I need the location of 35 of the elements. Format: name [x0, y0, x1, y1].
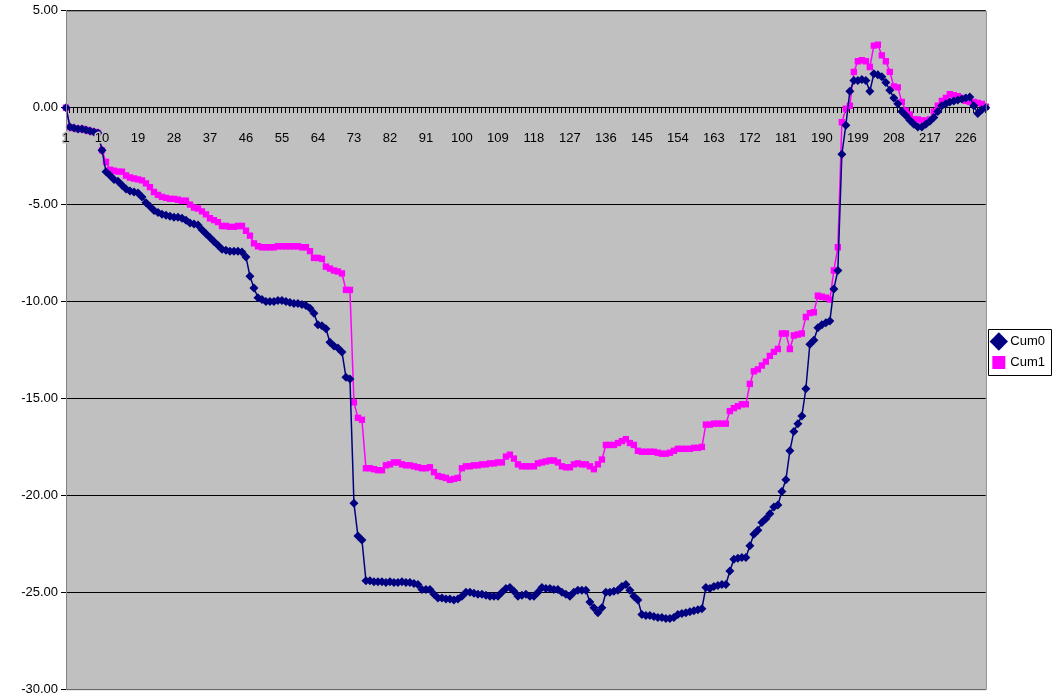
x-tick-label: 217 [918, 129, 941, 145]
x-tick-label: 73 [346, 129, 362, 145]
x-tick-label: 190 [811, 129, 833, 145]
x-tick-label: 64 [310, 129, 326, 145]
y-tick-label: -5.00 [28, 196, 58, 212]
y-tick-label: -10.00 [21, 293, 58, 309]
y-tick-label: 0.00 [32, 99, 58, 115]
x-tick-label: 37 [202, 129, 218, 145]
x-tick-label: 181 [775, 129, 797, 145]
x-tick-label: 100 [451, 129, 473, 145]
x-tick-label: 1 [62, 129, 70, 145]
x-tick-label: 145 [631, 129, 653, 145]
y-tick-label: -25.00 [21, 583, 58, 599]
x-tick-label: 208 [882, 129, 905, 145]
y-tick-label: -30.00 [21, 680, 58, 696]
y-tick-label: -15.00 [21, 390, 58, 406]
legend-label: Cum1 [1010, 354, 1046, 370]
x-tick-label: 163 [703, 129, 725, 145]
x-tick-label: 199 [847, 129, 869, 145]
x-tick-label: 136 [595, 129, 617, 145]
x-tick-label: 172 [739, 129, 761, 145]
x-tick-label: 91 [418, 129, 434, 145]
x-tick-label: 118 [523, 129, 545, 145]
x-tick-label: 127 [559, 129, 581, 145]
y-tick-label: 5.00 [32, 2, 58, 18]
x-tick-label: 55 [274, 129, 290, 145]
x-tick-label: 154 [667, 129, 689, 145]
legend-label: Cum0 [1010, 333, 1046, 349]
x-tick-label: 82 [382, 129, 398, 145]
x-tick-label: 28 [166, 129, 182, 145]
x-tick-label: 46 [238, 129, 254, 145]
x-tick-label: 226 [954, 129, 977, 145]
x-tick-label: 19 [130, 129, 146, 145]
y-tick-label: -20.00 [21, 486, 58, 502]
x-tick-label: 109 [487, 129, 509, 145]
